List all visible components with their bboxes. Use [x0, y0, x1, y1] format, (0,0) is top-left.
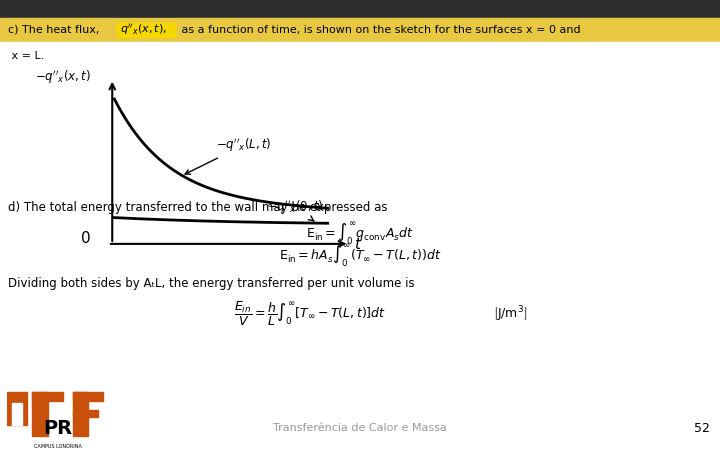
Bar	[32, 392, 63, 400]
Text: c) The heat flux,: c) The heat flux,	[8, 25, 103, 35]
Text: $\dfrac{E_{in}}{V} = \dfrac{h}{L} \int_0^{\infty} \left[T_{\infty} - T(L,t)\righ: $\dfrac{E_{in}}{V} = \dfrac{h}{L} \int_0…	[234, 300, 386, 328]
Text: Dividing both sides by AₜL, the energy transferred per unit volume is: Dividing both sides by AₜL, the energy t…	[8, 278, 415, 291]
Bar	[0, 42, 720, 44]
Text: Transferência de Calor e Massa: Transferência de Calor e Massa	[273, 423, 447, 433]
Text: $-q''_x(0,t)$: $-q''_x(0,t)$	[267, 199, 324, 221]
Text: $-q''_x(x,t)$: $-q''_x(x,t)$	[35, 68, 91, 86]
Bar	[32, 392, 48, 436]
Text: 52: 52	[694, 422, 710, 435]
Bar	[73, 392, 103, 400]
Bar	[73, 392, 88, 436]
Bar	[0, 0, 720, 18]
Text: d) The total energy transferred to the wall may be expressed as: d) The total energy transferred to the w…	[8, 202, 387, 215]
Text: $0$: $0$	[80, 230, 91, 247]
Text: CAMPUS LONDRINA: CAMPUS LONDRINA	[34, 444, 81, 449]
Text: $t$: $t$	[354, 236, 362, 252]
Bar	[117, 23, 175, 37]
Text: $q''_x(x,t),$: $q''_x(x,t),$	[120, 22, 167, 37]
Text: $\left[\mathrm{J/m^3}\right]$: $\left[\mathrm{J/m^3}\right]$	[493, 304, 527, 324]
Text: x = L.: x = L.	[8, 51, 45, 61]
Text: $\mathrm{E_{in}} = hA_s \int_0^{\infty} \left(T_{\infty} - T(L,t)\right) dt$: $\mathrm{E_{in}} = hA_s \int_0^{\infty} …	[279, 243, 441, 270]
Bar	[12, 403, 22, 425]
Text: $\mathrm{E_{in}} = \int_0^{\infty} q_{\mathrm{conv}} A_s dt$: $\mathrm{E_{in}} = \int_0^{\infty} q_{\m…	[306, 220, 414, 248]
Bar	[0, 18, 720, 42]
Bar	[7, 392, 27, 425]
Text: PR: PR	[43, 419, 72, 438]
Text: as a function of time, is shown on the sketch for the surfaces x = 0 and: as a function of time, is shown on the s…	[178, 25, 580, 35]
Text: $-q''_x(L,t)$: $-q''_x(L,t)$	[185, 137, 271, 174]
Bar	[73, 410, 98, 417]
